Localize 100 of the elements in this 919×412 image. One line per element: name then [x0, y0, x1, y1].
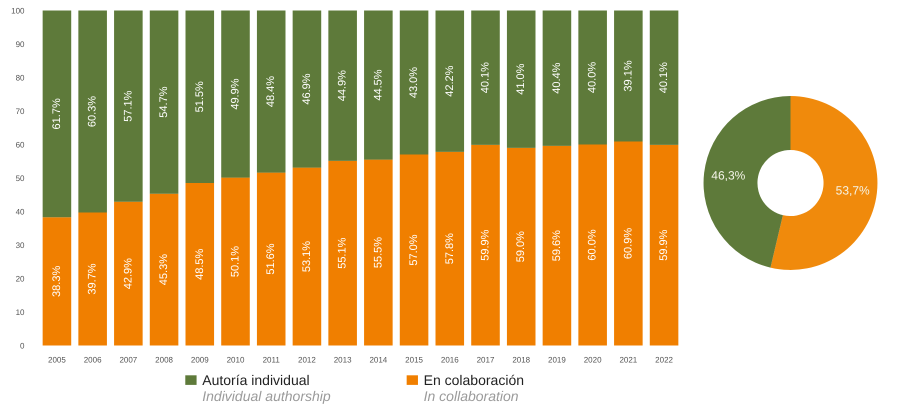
- bar: [506, 10, 536, 148]
- data-label: 55.5%: [372, 236, 384, 268]
- bar: [328, 160, 357, 346]
- data-label: 48.5%: [194, 248, 206, 280]
- bar: [114, 202, 143, 346]
- bar: [578, 144, 607, 346]
- x-tick-label: 2022: [655, 356, 674, 364]
- bar: [256, 10, 286, 173]
- bar: [542, 146, 572, 346]
- bar: [186, 10, 214, 184]
- data-label: 45.3%: [158, 254, 170, 286]
- bar: [328, 10, 357, 161]
- bar: [364, 10, 393, 160]
- data-label: 49.9%: [230, 78, 242, 110]
- data-label: 44.9%: [336, 70, 349, 102]
- data-label: 57.1%: [122, 90, 134, 122]
- data-label: 42.9%: [122, 258, 134, 290]
- bar: [292, 168, 322, 346]
- bar: [542, 10, 572, 146]
- data-label: 44.5%: [372, 69, 384, 101]
- data-label: 48.4%: [265, 76, 278, 108]
- y-tick-label: 100: [11, 6, 26, 16]
- y-tick-label: 60: [16, 140, 26, 150]
- bar: [42, 217, 72, 346]
- data-label: 42.2%: [444, 65, 456, 97]
- x-tick-label: 2017: [476, 356, 495, 364]
- data-label: 60.0%: [586, 229, 599, 261]
- bar: [221, 10, 250, 178]
- data-label: 53.1%: [300, 240, 313, 272]
- data-label: 40.1%: [658, 62, 670, 94]
- data-label: 59.9%: [658, 229, 670, 261]
- data-label: 51.5%: [194, 80, 206, 112]
- bar: [400, 10, 428, 155]
- data-label: 43.0%: [408, 66, 420, 98]
- data-label: 59.0%: [515, 230, 528, 262]
- data-label: 51.6%: [265, 243, 278, 275]
- data-label: 61.7%: [50, 98, 63, 130]
- data-label: 41.0%: [515, 63, 528, 95]
- data-label: 40.0%: [586, 62, 599, 94]
- bar: [400, 154, 428, 346]
- bar: [364, 160, 393, 346]
- y-tick-label: 90: [16, 40, 26, 49]
- y-tick-label: 0: [20, 342, 26, 350]
- bar: [186, 183, 214, 346]
- data-label: 59.6%: [550, 230, 563, 262]
- x-tick-label: 2010: [226, 356, 245, 364]
- bar: [221, 178, 250, 346]
- x-tick-label: 2013: [334, 356, 352, 364]
- x-tick-label: 2008: [155, 356, 174, 364]
- x-tick-label: 2011: [262, 356, 280, 364]
- bar: [78, 212, 107, 346]
- bar: [578, 10, 607, 144]
- data-label: 46,3%: [711, 168, 746, 183]
- data-label: 53,7%: [836, 183, 870, 198]
- x-tick-label: 2005: [48, 356, 66, 364]
- data-label: 59.9%: [480, 229, 492, 261]
- bar: [78, 10, 107, 213]
- legend-label: Autoría individual Individual authorship: [202, 372, 331, 404]
- x-tick-label: 2012: [298, 356, 316, 364]
- data-label: 60.3%: [86, 96, 99, 128]
- y-tick-label: 50: [16, 174, 26, 183]
- data-label: 60.9%: [622, 228, 634, 260]
- x-tick-label: 2007: [119, 356, 138, 364]
- bar: [471, 10, 500, 145]
- data-label: 39.1%: [622, 60, 634, 92]
- data-label: 38.3%: [50, 266, 63, 297]
- data-label: 57.0%: [408, 234, 420, 266]
- bar: [436, 10, 464, 152]
- bar: [150, 194, 178, 346]
- bar: [292, 10, 322, 168]
- y-tick-label: 80: [16, 74, 26, 82]
- y-tick-label: 20: [16, 274, 26, 284]
- x-tick-label: 2018: [512, 356, 531, 364]
- y-tick-label: 10: [16, 308, 26, 317]
- bar: [150, 10, 178, 194]
- legend-label: En colaboración In collaboration: [424, 372, 524, 404]
- y-tick-label: 40: [16, 208, 26, 216]
- bar: [256, 172, 286, 346]
- bar: [650, 10, 678, 145]
- x-tick-label: 2021: [619, 356, 638, 364]
- x-tick-label: 2009: [190, 356, 210, 364]
- data-label: 40.4%: [550, 62, 563, 94]
- x-tick-label: 2014: [369, 356, 388, 364]
- data-label: 54.7%: [158, 86, 170, 118]
- x-tick-label: 2019: [548, 356, 566, 364]
- bar: [114, 10, 143, 202]
- data-label: 39.7%: [86, 263, 99, 295]
- y-tick-label: 70: [16, 107, 26, 116]
- y-tick-label: 30: [16, 241, 26, 250]
- bar: [436, 152, 464, 346]
- data-label: 40.1%: [480, 62, 492, 94]
- bar: [614, 10, 643, 142]
- bar: [42, 10, 72, 218]
- data-label: 46.9%: [300, 73, 313, 105]
- bar: [650, 144, 678, 346]
- data-label: 55.1%: [336, 237, 349, 269]
- bar: [614, 141, 643, 346]
- x-tick-label: 2020: [584, 356, 602, 364]
- x-tick-label: 2016: [440, 356, 460, 364]
- data-label: 57.8%: [444, 232, 456, 264]
